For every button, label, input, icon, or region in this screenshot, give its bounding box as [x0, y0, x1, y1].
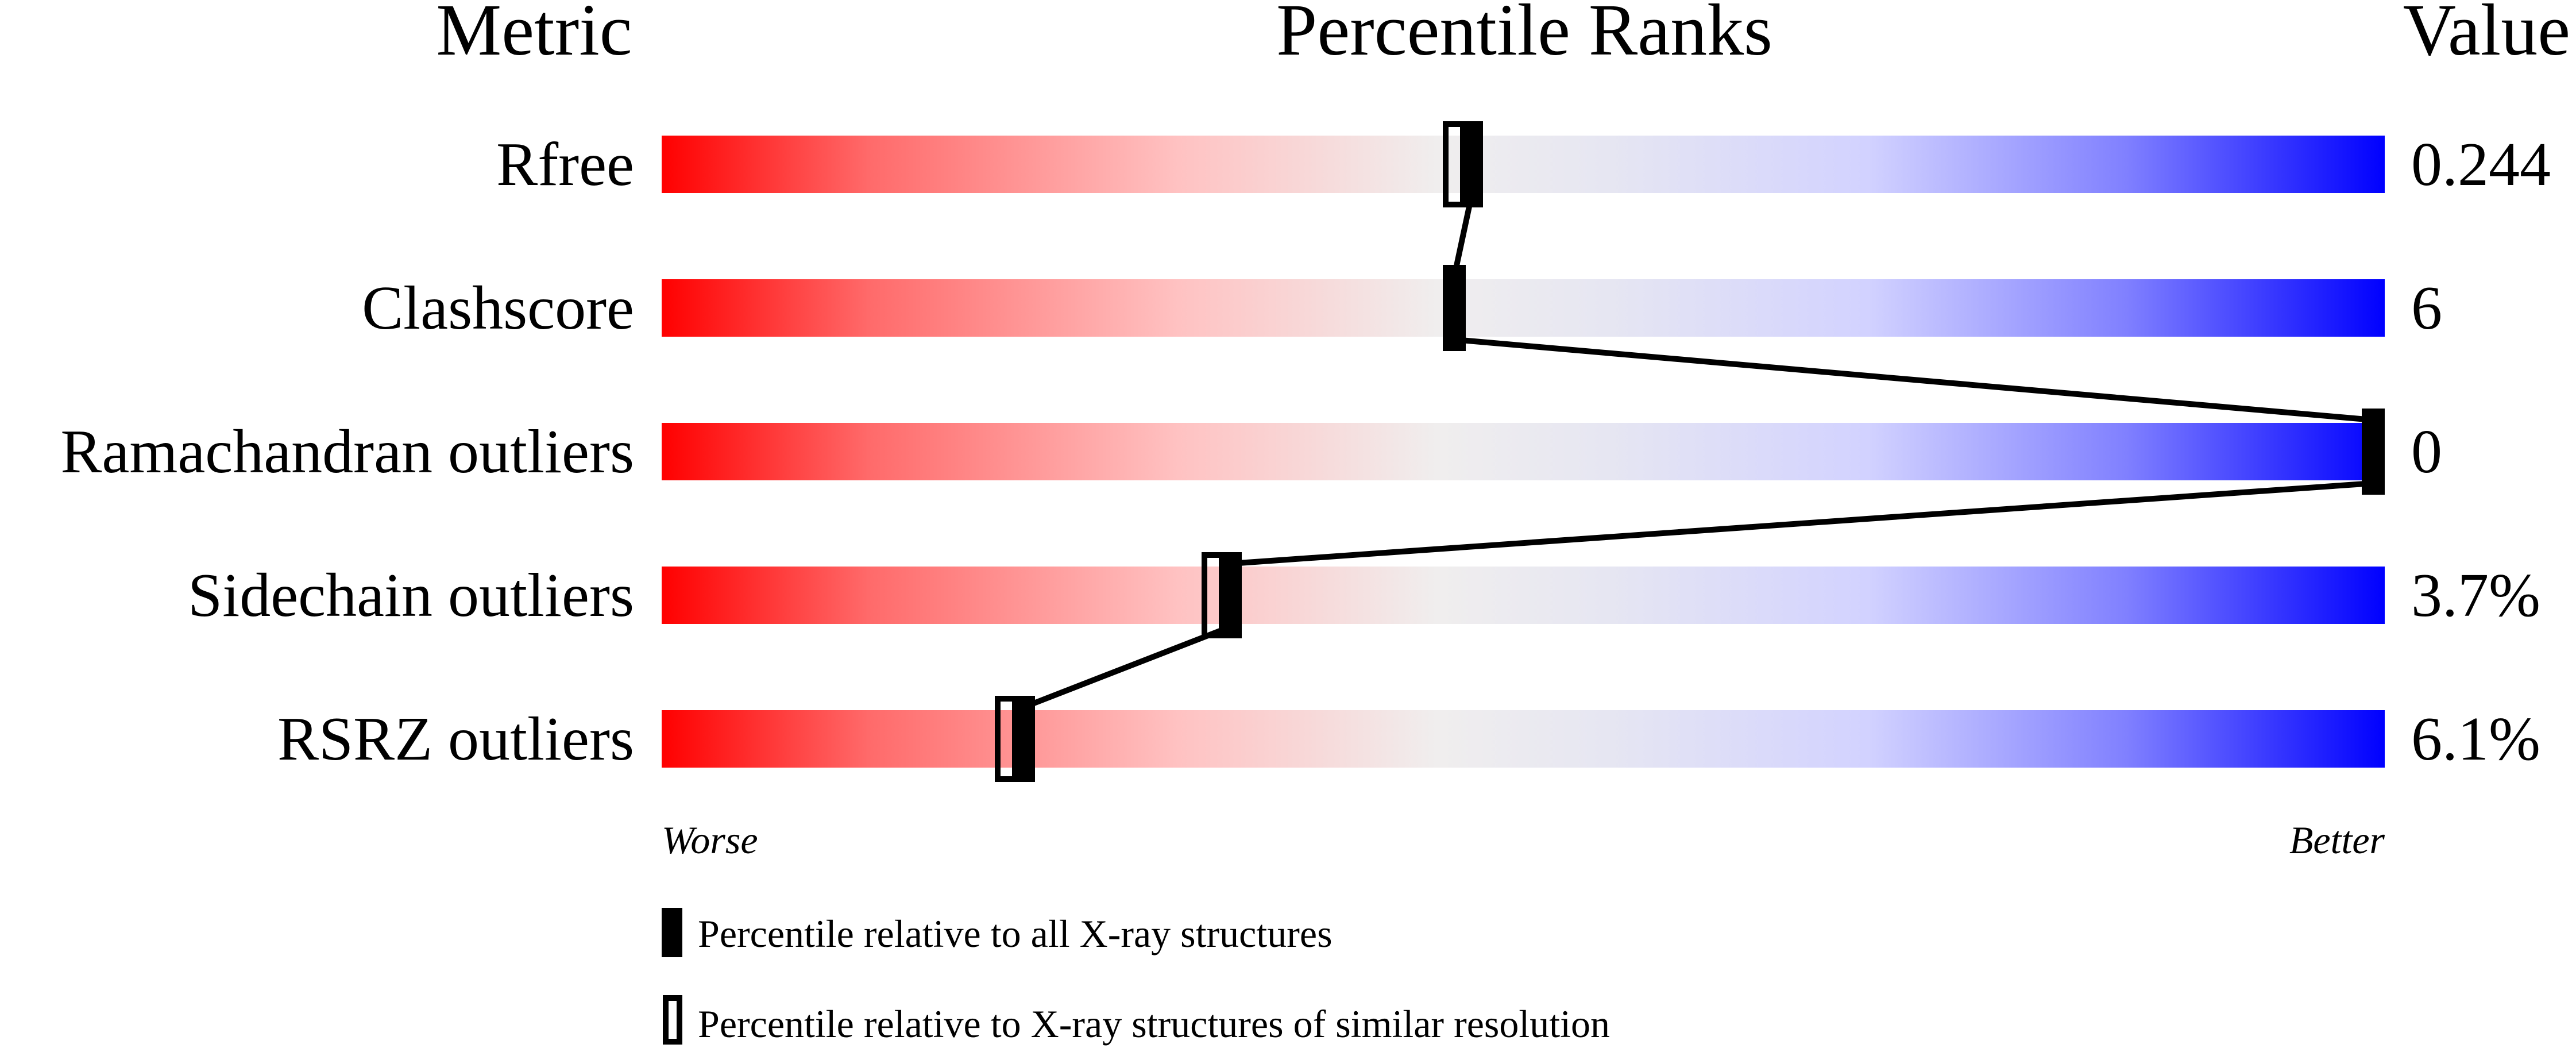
all-structures-percentile-marker: [2362, 409, 2385, 495]
legend-open-marker-icon: [663, 995, 682, 1045]
all-structures-percentile-marker: [1443, 265, 1466, 351]
metric-value: 0: [2411, 418, 2442, 486]
all-structures-percentile-marker: [1012, 696, 1035, 782]
percentile-bar: [662, 136, 2385, 193]
metric-label: Clashscore: [362, 274, 634, 342]
metric-value: 6: [2411, 274, 2442, 342]
axis-label-worse: Worse: [662, 818, 758, 862]
metric-value: 3.7%: [2411, 561, 2540, 630]
marker-connector-line: [1022, 624, 1231, 710]
legend-filled-marker-icon: [662, 908, 682, 957]
legend-open-label: Percentile relative to X-ray structures …: [698, 1002, 1610, 1046]
marker-connector-line: [1451, 195, 1474, 278]
header-percentile-ranks: Percentile Ranks: [1276, 0, 1772, 71]
metric-value: 0.244: [2411, 130, 2551, 199]
percentile-bar: [662, 567, 2385, 624]
all-structures-percentile-marker: [1219, 552, 1242, 638]
percentile-bar: [662, 279, 2385, 337]
metric-label: Ramachandran outliers: [60, 418, 634, 486]
metric-label: Rfree: [496, 130, 634, 199]
header-value: Value: [2403, 0, 2570, 71]
marker-connector-line: [1230, 480, 2374, 567]
metric-label: Sidechain outliers: [188, 561, 634, 630]
percentile-bar: [662, 423, 2385, 480]
header-metric: Metric: [436, 0, 632, 71]
metric-label: RSRZ outliers: [277, 705, 634, 773]
marker-connector-line: [1454, 337, 2374, 423]
axis-label-better: Better: [2289, 818, 2385, 862]
legend-filled-label: Percentile relative to all X-ray structu…: [698, 912, 1333, 955]
percentile-bar: [662, 710, 2385, 768]
metric-value: 6.1%: [2411, 705, 2540, 773]
all-structures-percentile-marker: [1460, 121, 1483, 207]
